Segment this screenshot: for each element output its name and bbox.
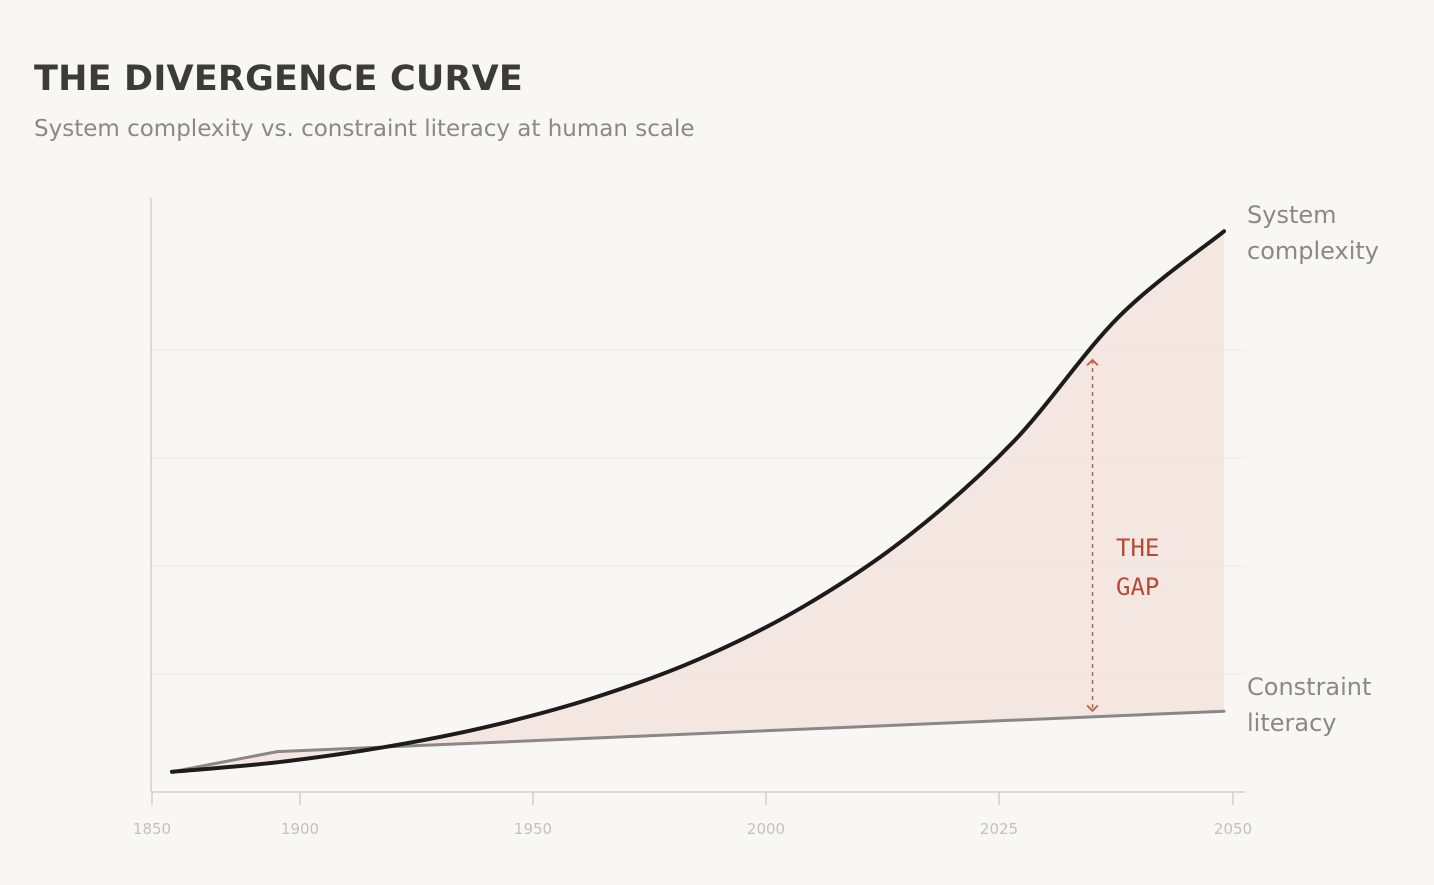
- system-complexity-label-line-1: System: [1247, 201, 1337, 229]
- constraint-literacy-line: [170, 709, 1226, 774]
- x-tick-label: 1950: [514, 820, 552, 838]
- gap-label-line-1: THE: [1116, 534, 1159, 562]
- x-tick-label: 1850: [133, 820, 171, 838]
- gap-label-line-2: GAP: [1116, 573, 1159, 601]
- gap-label: THE GAP: [1116, 534, 1174, 601]
- system-complexity-label-line-2: complexity: [1247, 237, 1379, 265]
- x-tick-label: 2050: [1214, 820, 1252, 838]
- x-tick-label: 2025: [980, 820, 1018, 838]
- gap-area: [172, 231, 1224, 772]
- chart-subtitle: System complexity vs. constraint literac…: [34, 116, 695, 142]
- x-tick-label: 1900: [281, 820, 319, 838]
- x-ticks: 1850 1900 1950 2000 2025 2050: [133, 792, 1252, 838]
- system-complexity-line: [170, 229, 1226, 774]
- x-tick-label: 2000: [747, 820, 785, 838]
- constraint-literacy-label-line-2: literacy: [1247, 709, 1336, 737]
- constraint-literacy-label-line-1: Constraint: [1247, 673, 1371, 701]
- system-complexity-label: System complexity: [1247, 201, 1379, 265]
- chart-title: THE DIVERGENCE CURVE: [34, 59, 524, 99]
- constraint-literacy-label: Constraint literacy: [1247, 673, 1379, 737]
